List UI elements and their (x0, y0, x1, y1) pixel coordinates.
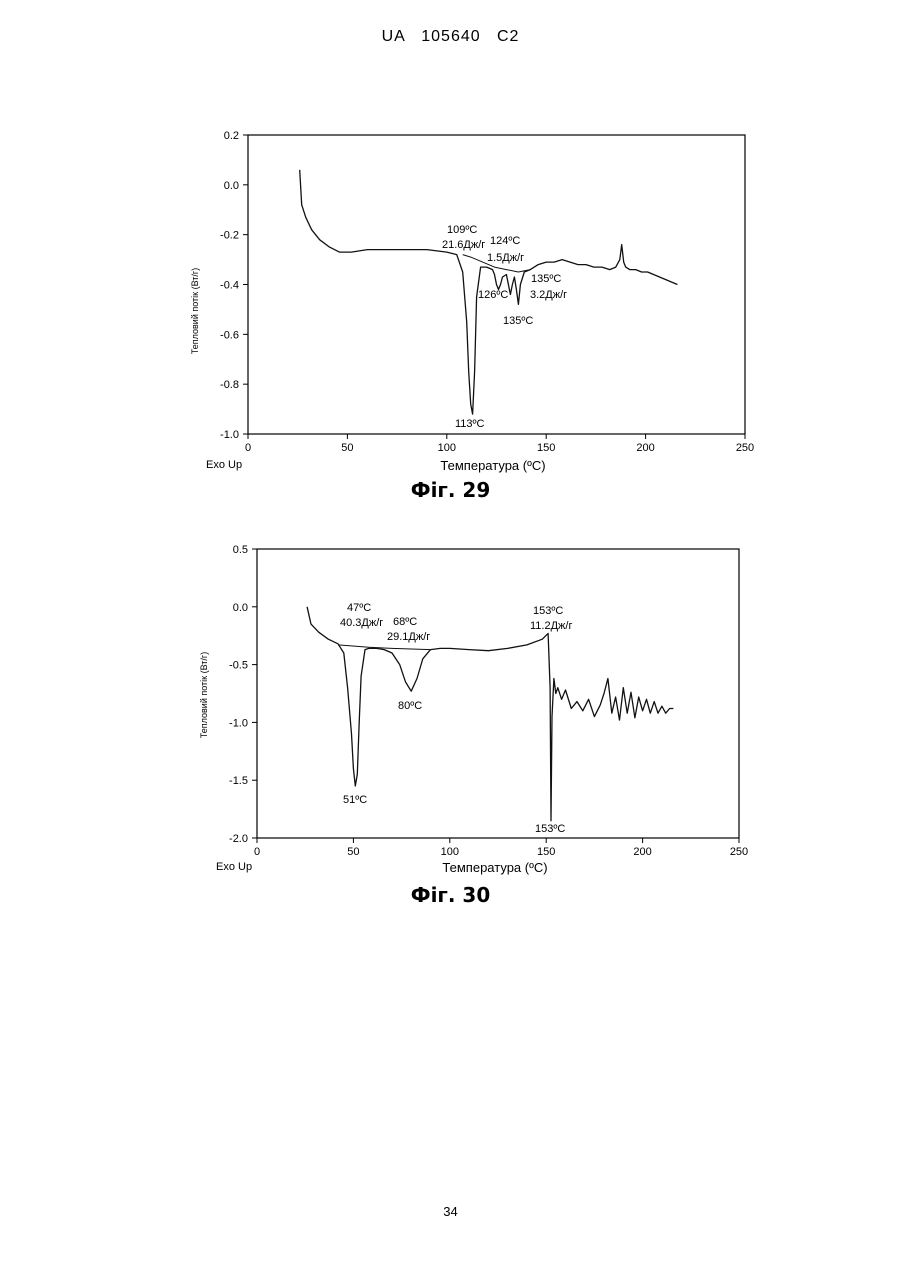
y-tick-label: 0.5 (233, 544, 248, 556)
y-tick-label: -0.2 (220, 230, 239, 242)
x-tick-label: 250 (730, 846, 748, 858)
x-tick-label: 250 (736, 442, 754, 454)
y-tick-label: -1.5 (229, 775, 248, 787)
baseline-line (338, 645, 431, 650)
x-axis-label: Температура (ºC) (442, 860, 547, 875)
exo-up-label: Exo Up (206, 459, 242, 471)
page-number: 34 (0, 1204, 901, 1219)
y-axis-label: Тепловий потік (Вт/г) (199, 652, 209, 738)
figure-29-caption: Фіг. 29 (0, 478, 901, 502)
document-header: UA 105640 C2 (0, 28, 901, 46)
y-tick-label: -0.5 (229, 660, 248, 672)
x-axis-label: Температура (ºC) (440, 458, 545, 473)
annotation: 68ºC (393, 616, 417, 628)
annotation: 40.3Дж/г (340, 617, 383, 629)
x-tick-label: 150 (537, 442, 555, 454)
y-tick-label: -0.6 (220, 329, 239, 341)
annotation: 153ºC (533, 605, 563, 617)
figure-29-chart: 0.2 0.0 -0.2 -0.4 -0.6 -0.8 -1.0 0 50 100 150 200 2… (0, 120, 901, 480)
annotation: 109ºC (447, 224, 477, 236)
x-tick-label: 200 (636, 442, 654, 454)
y-tick-label: -0.4 (220, 280, 239, 292)
x-tick-label: 0 (245, 442, 251, 454)
annotation: 51ºC (343, 794, 367, 806)
plot-frame (257, 549, 739, 838)
heat-flow-curve (307, 607, 673, 821)
y-tick-label: 0.0 (233, 602, 248, 614)
x-tick-label: 50 (341, 442, 353, 454)
exo-up-label: Exo Up (216, 861, 252, 873)
annotation: 1.5Дж/г (487, 252, 524, 264)
annotation: 113ºC (455, 418, 485, 430)
x-tick-label: 0 (254, 846, 260, 858)
y-tick-label: -2.0 (229, 833, 248, 845)
figure-30-caption: Фіг. 30 (0, 883, 901, 907)
annotation: 47ºC (347, 602, 371, 614)
annotation: 3.2Дж/г (530, 289, 567, 301)
annotation: 11.2Дж/г (530, 620, 572, 632)
annotation: 135ºC (531, 273, 561, 285)
annotation: 29.1Дж/г (387, 631, 430, 643)
figure-30-chart: 0.5 0.0 -0.5 -1.0 -1.5 -2.0 0 50 100 150 200 250 Т… (0, 535, 901, 880)
annotation: 124ºC (490, 235, 520, 247)
annotation: 126ºC (478, 289, 508, 301)
x-tick-label: 50 (347, 846, 359, 858)
annotation: 135ºC (503, 315, 533, 327)
x-tick-label: 100 (438, 442, 456, 454)
x-tick-label: 100 (441, 846, 459, 858)
annotation: 21.6Дж/г (442, 239, 485, 251)
y-axis-label: Тепловий потік (Вт/г) (190, 268, 200, 354)
y-tick-label: -0.8 (220, 379, 239, 391)
y-tick-label: 0.0 (224, 180, 239, 192)
annotation: 153ºC (535, 823, 565, 835)
x-tick-label: 150 (537, 846, 555, 858)
y-tick-label: -1.0 (220, 429, 239, 441)
y-tick-label: 0.2 (224, 130, 239, 142)
y-tick-label: -1.0 (229, 717, 248, 729)
annotation: 80ºC (398, 700, 422, 712)
x-tick-label: 200 (633, 846, 651, 858)
